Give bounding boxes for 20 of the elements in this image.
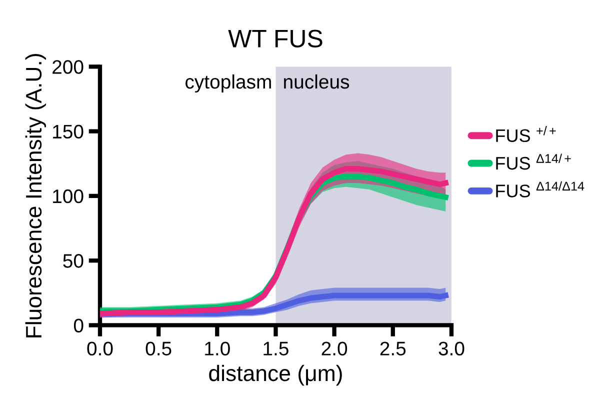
- annotation: cytoplasm: [186, 74, 271, 93]
- y-tick-label: 150: [53, 124, 84, 139]
- x-axis-title: distance (μm): [209, 364, 342, 386]
- legend-label: FUS $^{+/+}$: [496, 126, 556, 142]
- y-axis-title: Fluorescence Intensity (A.U.): [25, 54, 46, 338]
- x-tick-label: 0.5: [146, 342, 172, 356]
- y-tick-label: 100: [53, 189, 84, 204]
- chart-title: WT FUS: [228, 30, 322, 48]
- y-tick-label: 50: [63, 254, 84, 268]
- y-tick-label: 200: [52, 60, 84, 74]
- x-tick-label: 1.0: [205, 342, 230, 356]
- y-tick-label: 0: [74, 318, 84, 332]
- legend-label: FUS $^{Δ14/+}$: [496, 154, 571, 170]
- x-tick-label: 0.0: [87, 342, 113, 356]
- x-tick-label: 3.0: [438, 342, 464, 356]
- legend-label: FUS $^{Δ14/Δ14}$: [496, 181, 584, 198]
- band-label: nucleus: [284, 74, 350, 89]
- x-tick-label: 1.5: [264, 342, 288, 356]
- x-tick-label: 2.5: [380, 342, 406, 356]
- x-tick-label: 2.0: [322, 342, 348, 356]
